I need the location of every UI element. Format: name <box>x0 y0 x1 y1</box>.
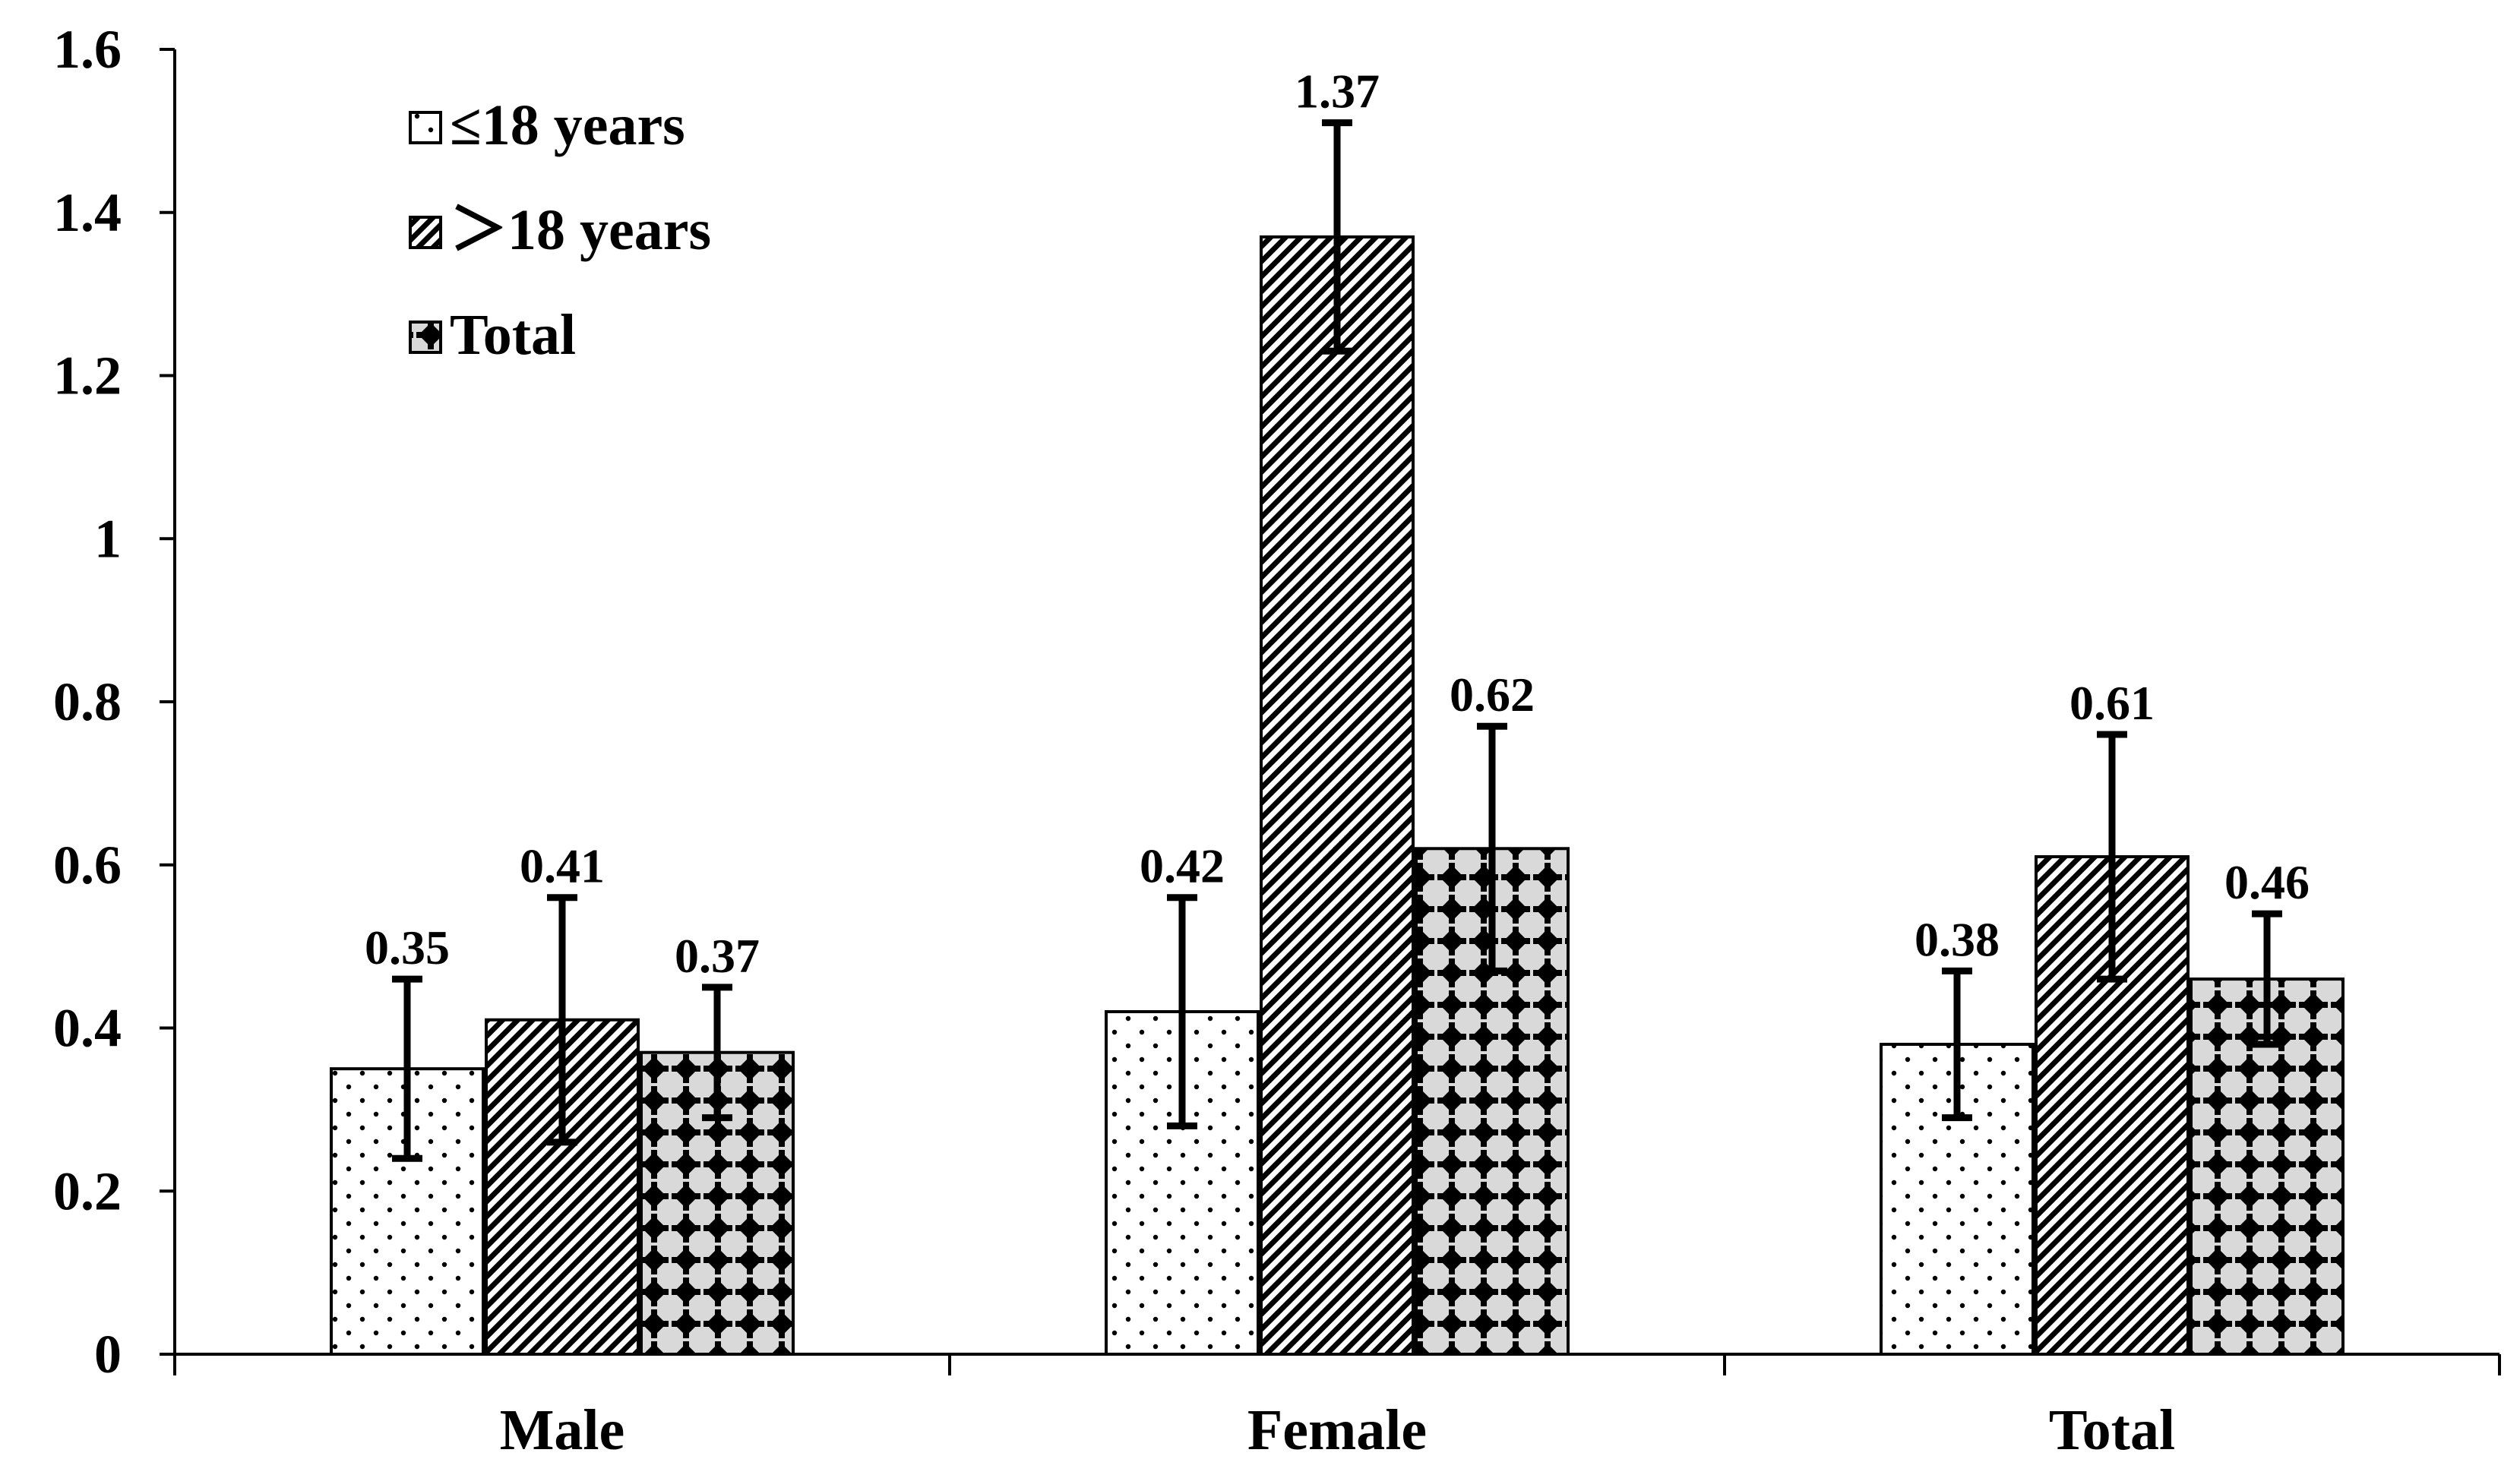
data-label: 0.41 <box>520 839 605 893</box>
legend-swatch <box>409 321 442 354</box>
y-tick-label: 0.6 <box>53 835 122 895</box>
data-label: 0.46 <box>2224 855 2310 909</box>
y-tick-label: 1.6 <box>53 19 122 80</box>
y-tick-label: 1 <box>94 508 122 569</box>
axes: 0 0.2 0.4 0.6 0.8 1 1.2 1.4 1.6 Male Female Total <box>53 19 2501 1462</box>
y-tick-label: 0.2 <box>53 1161 122 1221</box>
data-label: 0.42 <box>1140 839 1225 893</box>
data-label: 0.61 <box>2069 676 2155 730</box>
legend-swatch <box>409 111 442 144</box>
x-category-label: Female <box>1247 1398 1427 1462</box>
x-category-label: Male <box>500 1398 625 1462</box>
data-labels: 0.35 0.41 0.37 0.42 1.37 0.62 0.38 0.61 0.46 <box>365 65 2310 983</box>
bars <box>330 235 2345 1356</box>
y-tick-label: 0.8 <box>53 671 122 732</box>
legend-swatch <box>409 216 442 249</box>
legend: ≤18 years ＞18 years Total <box>409 93 711 367</box>
data-label: 0.62 <box>1450 668 1535 722</box>
y-tick-label: 1.4 <box>53 182 122 243</box>
x-category-label: Total <box>2049 1398 2175 1462</box>
error-bars <box>392 119 2282 1162</box>
legend-label: ＞18 years <box>450 198 711 262</box>
y-tick-label: 0.4 <box>53 998 122 1059</box>
data-label: 0.37 <box>675 929 760 983</box>
data-label: 1.37 <box>1295 65 1380 118</box>
data-label: 0.38 <box>1915 912 2000 966</box>
y-tick-label: 1.2 <box>53 346 122 406</box>
bar <box>1260 235 1415 1356</box>
y-tick-label: 0 <box>94 1324 122 1385</box>
legend-label: Total <box>450 303 576 367</box>
data-label: 0.35 <box>365 921 450 974</box>
legend-label: ≤18 years <box>450 93 685 157</box>
